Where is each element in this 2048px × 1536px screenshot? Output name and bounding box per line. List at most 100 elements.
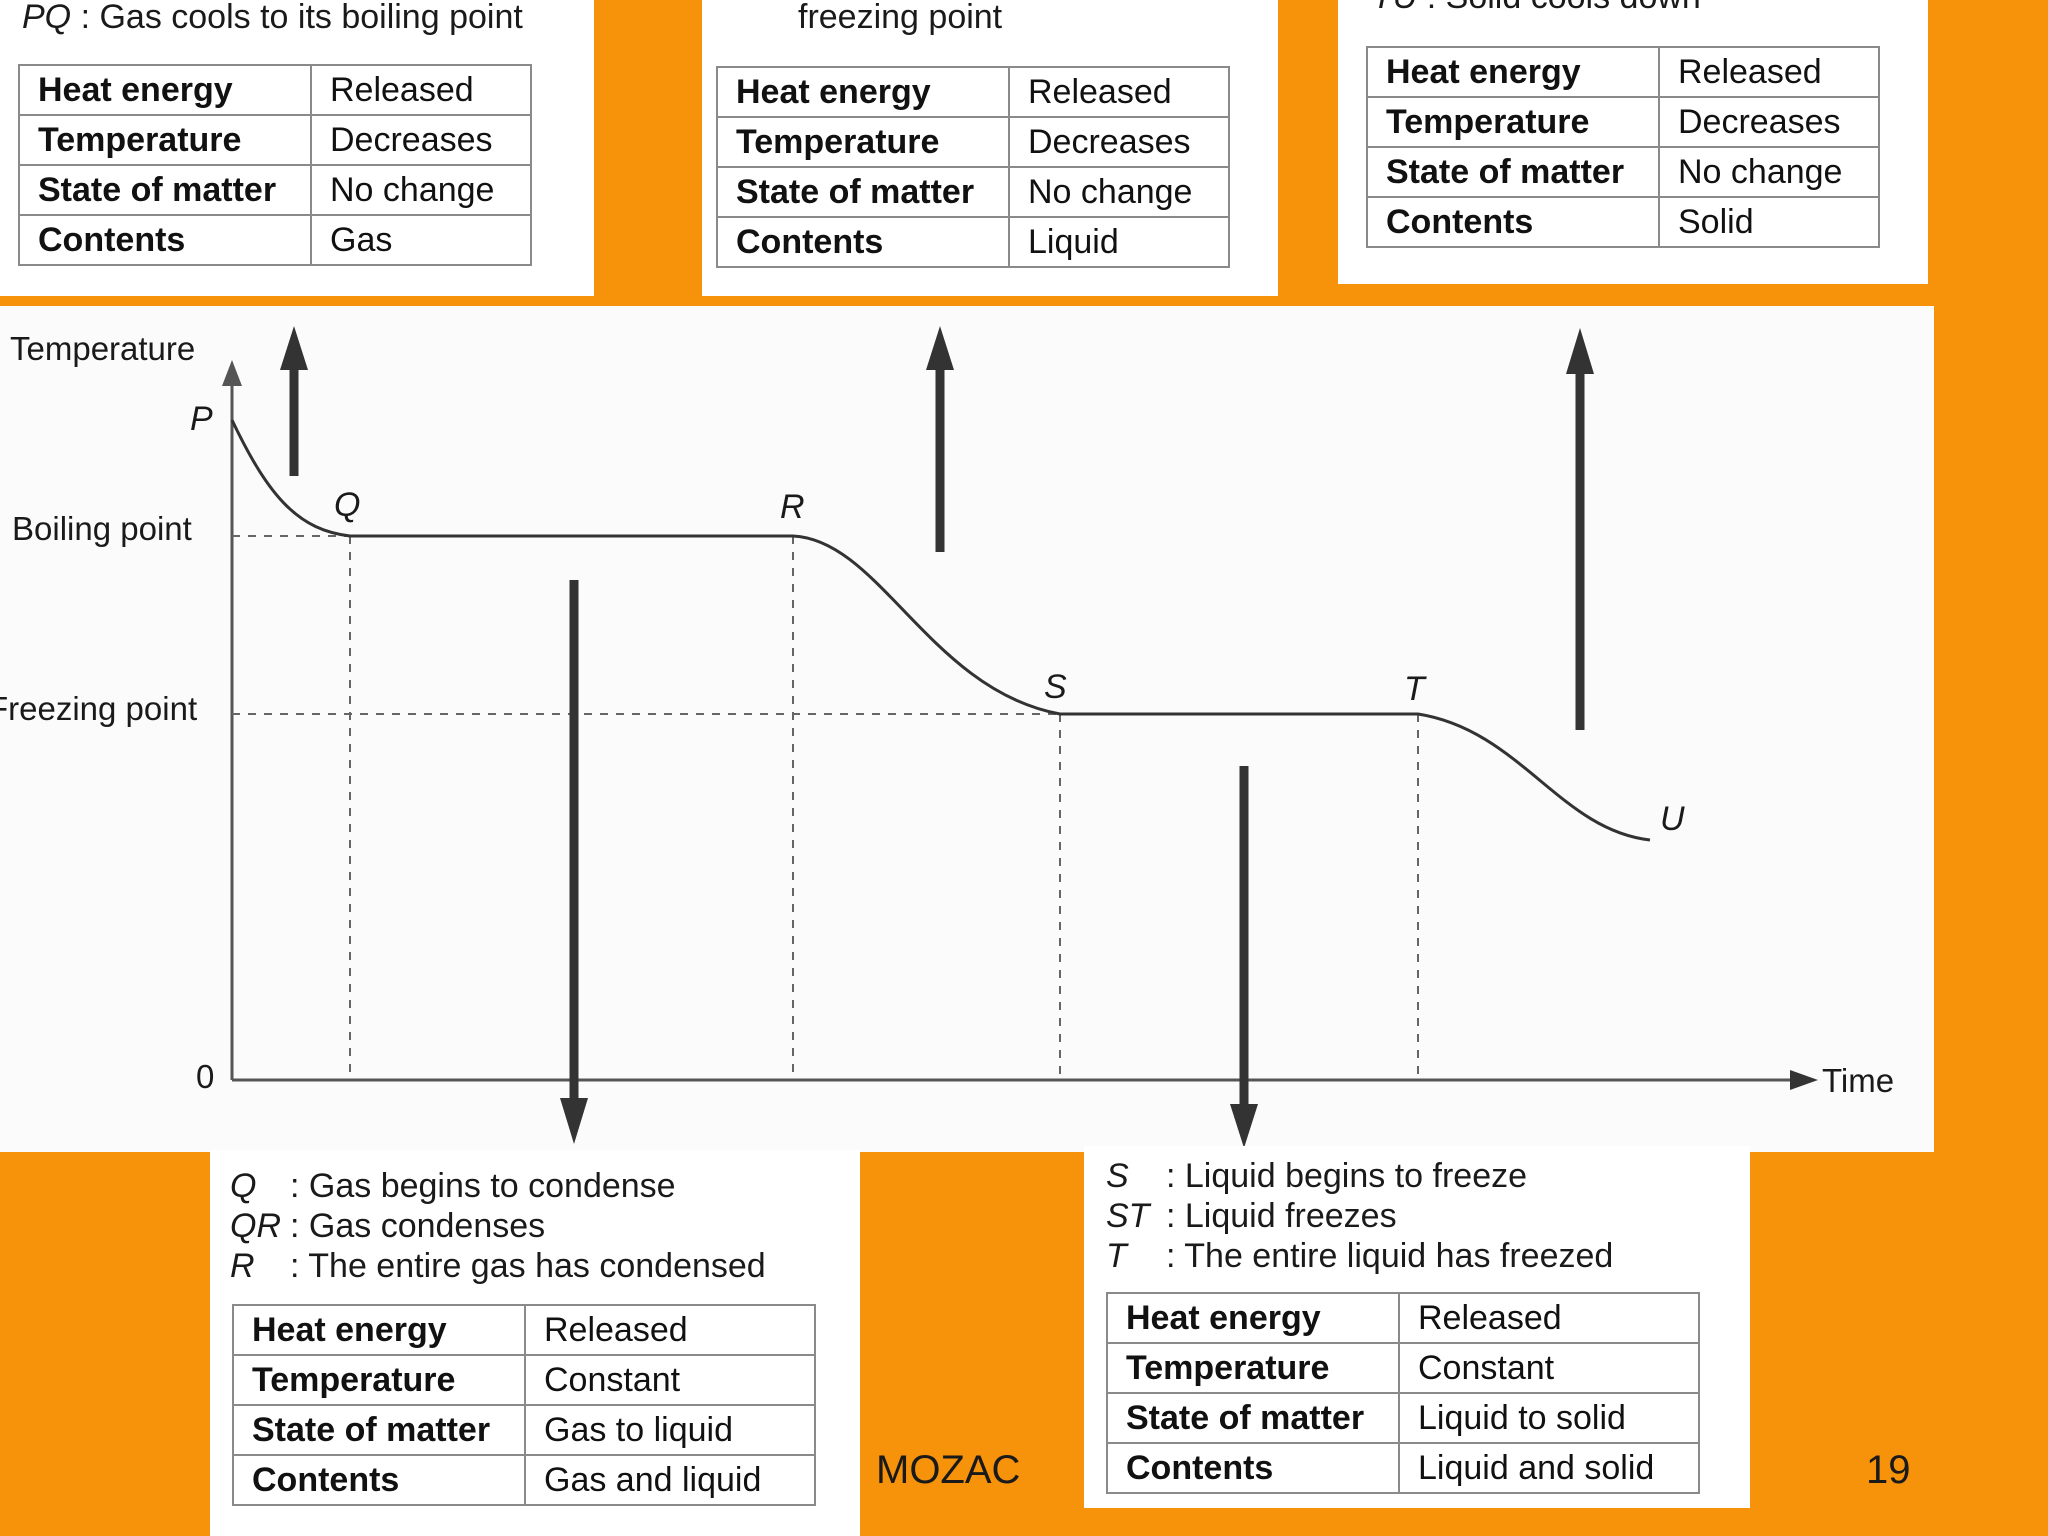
table-row: Heat energy Released [1106,1292,1700,1344]
table-row: Temperature Constant [1106,1342,1700,1394]
description-text: : Gas condenses [290,1207,546,1245]
page-number: 19 [1866,1448,1911,1492]
row-value: Released [310,64,532,116]
row-key: Contents [1366,196,1660,248]
table-row: Temperature Decreases [18,114,532,166]
row-key: Temperature [18,114,312,166]
row-value: Decreases [1008,116,1230,168]
table-row: Contents Liquid [716,216,1230,268]
row-value: Liquid to solid [1398,1392,1700,1444]
row-value: Gas [310,214,532,266]
arrowhead-down-st [1230,1104,1258,1148]
row-key: Contents [232,1454,526,1506]
row-key: Heat energy [232,1304,526,1356]
symbol: QR [230,1207,281,1245]
arrowhead-up-rs [926,326,954,370]
freezing-point-label: Freezing point [0,690,198,727]
description-qr: Q : Gas begins to condense QR: Gas conden… [230,1166,766,1286]
description-line: T: The entire liquid has freezed [1106,1236,1613,1276]
description-text: : Liquid freezes [1166,1197,1397,1235]
description-st: S : Liquid begins to freeze ST : Liquid fr… [1106,1156,1613,1276]
row-key: State of matter [232,1404,526,1456]
caption-rs: freezing point [798,0,1002,36]
row-value: No change [1008,166,1230,218]
cooling-curve [230,419,1651,842]
row-value: Released [1398,1292,1700,1344]
table-row: Contents Gas and liquid [232,1454,816,1506]
row-key: Heat energy [1366,46,1660,98]
table-row: State of matter Gas to liquid [232,1404,816,1456]
row-key: State of matter [18,164,312,216]
row-value: Constant [524,1354,816,1406]
x-axis-label: Time [1822,1062,1895,1099]
caption-text: : Gas cools to its boiling point [71,0,523,36]
row-key: State of matter [716,166,1010,218]
row-key: Heat energy [18,64,312,116]
origin-label: 0 [196,1058,215,1095]
description-line: QR: Gas condenses [230,1206,766,1246]
table-row: Temperature Decreases [716,116,1230,168]
point-r-label: R [780,488,805,526]
symbol: R [230,1247,255,1285]
description-text: : The entire gas has condensed [290,1247,766,1285]
point-p-label: P [190,400,213,438]
table-row: Heat energy Released [716,66,1230,118]
table-row: Contents Gas [18,214,532,266]
row-value: Gas to liquid [524,1404,816,1456]
symbol: S [1106,1157,1129,1195]
row-key: Heat energy [716,66,1010,118]
table-bottom-right: Heat energy Released Temperature Constant … [1106,1292,1700,1494]
point-s-label: S [1044,668,1067,706]
table-row: Contents Liquid and solid [1106,1442,1700,1494]
caption-symbol: PQ [22,0,72,36]
arrowhead-up-pq [280,326,308,370]
row-value: Constant [1398,1342,1700,1394]
row-value: Released [1658,46,1880,98]
row-key: Temperature [716,116,1010,168]
y-axis-arrowhead [222,360,242,386]
table-row: State of matter No change [18,164,532,216]
point-q-label: Q [334,486,361,524]
caption-pq: PQ : Gas cools to its boiling point [22,0,523,36]
table-row: Heat energy Released [18,64,532,116]
description-line: R : The entire gas has condensed [230,1246,766,1286]
row-value: Gas and liquid [524,1454,816,1506]
table-row: Temperature Decreases [1366,96,1880,148]
row-value: Released [524,1304,816,1356]
table-row: State of matter No change [1366,146,1880,198]
caption-symbol: TU [1372,0,1417,16]
caption-tu: TU : Solid cools down [1372,0,1701,16]
description-text: : The entire liquid has freezed [1166,1237,1614,1275]
caption-text: : Solid cools down [1417,0,1701,16]
row-key: Contents [18,214,312,266]
row-value: Liquid [1008,216,1230,268]
graph-panel [0,306,1934,1152]
boiling-point-label: Boiling point [12,510,192,547]
table-row: Contents Solid [1366,196,1880,248]
row-key: Temperature [232,1354,526,1406]
table-row: State of matter Liquid to solid [1106,1392,1700,1444]
row-key: Contents [1106,1442,1400,1494]
table-row: Heat energy Released [1366,46,1880,98]
caption-text: freezing point [798,0,1003,36]
table-top-left: Heat energy Released Temperature Decreases… [18,64,532,266]
table-bottom-left: Heat energy Released Temperature Constant … [232,1304,816,1506]
description-line: S : Liquid begins to freeze [1106,1156,1613,1196]
row-value: Decreases [310,114,532,166]
row-key: State of matter [1366,146,1660,198]
table-top-middle: Heat energy Released Temperature Decreases… [716,66,1230,268]
row-value: Decreases [1658,96,1880,148]
y-axis-label: Temperature [10,330,196,367]
footer-brand: MOZAC [876,1448,1021,1492]
row-value: Liquid and solid [1398,1442,1700,1494]
description-text: : Liquid begins to freeze [1166,1157,1528,1195]
symbol: ST [1106,1197,1150,1235]
point-u-label: U [1660,800,1685,838]
symbol: Q [230,1167,257,1205]
description-text: : Gas begins to condense [290,1167,676,1205]
arrowhead-down-qr [560,1098,588,1144]
description-line: Q : Gas begins to condense [230,1166,766,1206]
row-value: No change [310,164,532,216]
row-key: Temperature [1366,96,1660,148]
